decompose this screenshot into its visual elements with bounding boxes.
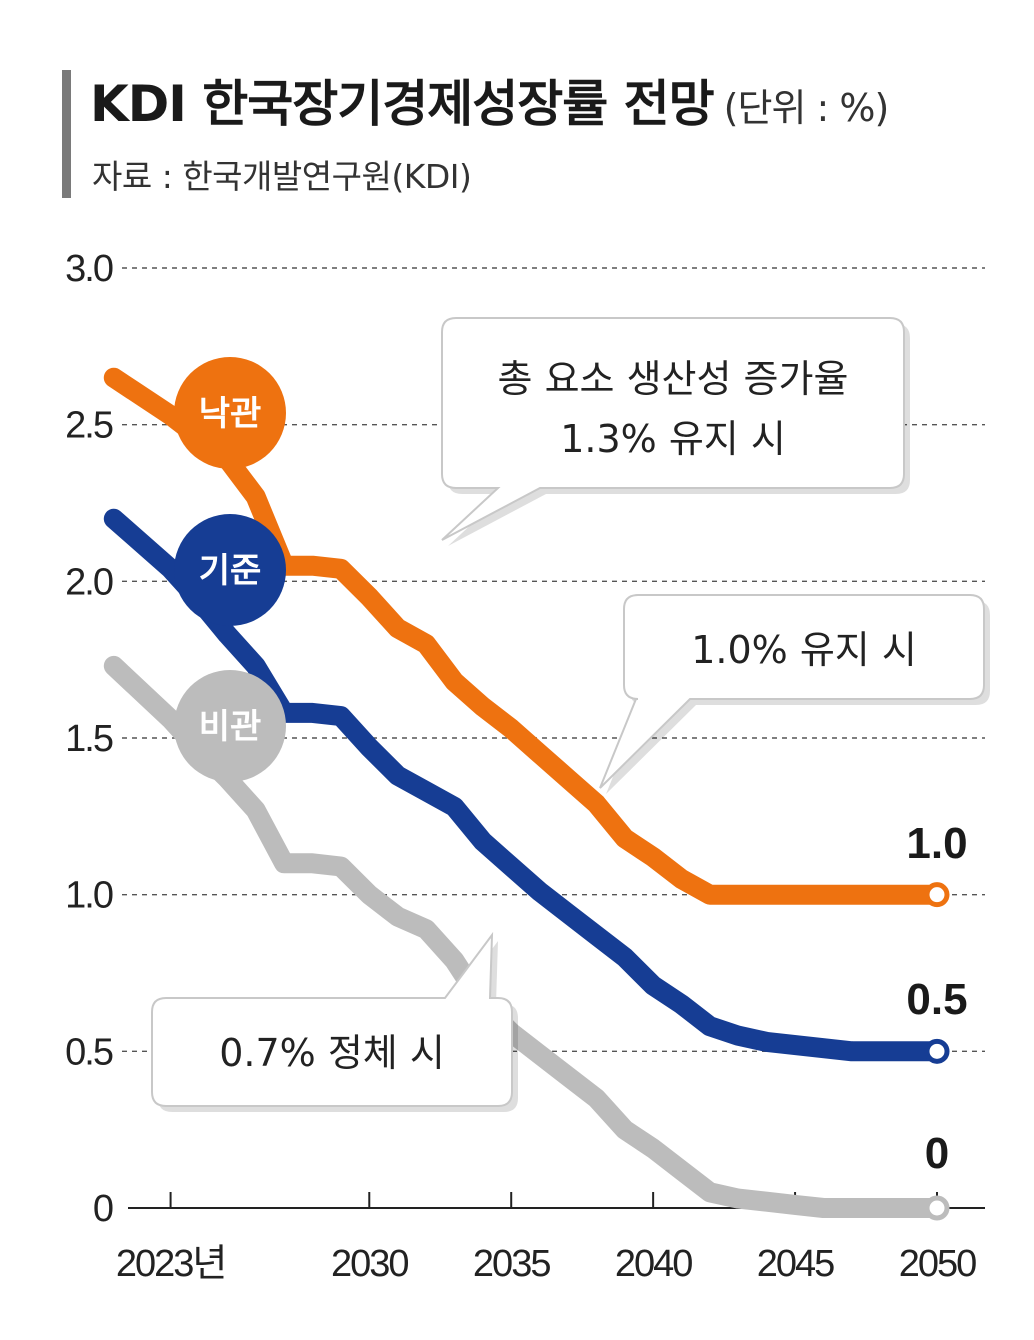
callout-비관: 0.7% 정체 시 bbox=[151, 931, 518, 1112]
y-tick-label: 3.0 bbox=[65, 248, 113, 290]
callout-box bbox=[151, 931, 513, 1107]
x-tick-label: 2050 bbox=[899, 1243, 976, 1285]
end-point-기준 bbox=[924, 1038, 950, 1064]
x-tick-label: 2045 bbox=[757, 1243, 834, 1285]
badge-label: 낙관 bbox=[199, 394, 262, 434]
badge-circle bbox=[174, 514, 286, 626]
title-accent-bar bbox=[62, 70, 71, 198]
x-tick-label: 2040 bbox=[615, 1243, 692, 1285]
badge-비관: 비관 bbox=[174, 670, 286, 782]
callout-낙관: 총 요소 생산성 증가율 1.3% 유지 시 bbox=[441, 317, 910, 546]
y-axis-ticks: 0 0.5 1.0 1.5 2.0 2.5 3.0 bbox=[65, 248, 115, 1230]
y-tick-label: 2.5 bbox=[65, 405, 113, 447]
y-tick-label: 1.5 bbox=[65, 718, 113, 760]
source-label: 자료 : 한국개발연구원(KDI) bbox=[92, 157, 472, 196]
x-tick-label: 2030 bbox=[331, 1243, 408, 1285]
end-points: 1.0 0.5 0 bbox=[906, 819, 968, 1221]
badge-label: 기준 bbox=[199, 551, 262, 591]
callout-text: 총 요소 생산성 증가율 bbox=[498, 357, 849, 401]
x-axis: 2023년 2030 2035 2040 2045 2050 bbox=[116, 1192, 985, 1285]
chart-title: KDI 한국장기경제성장률 전망 (단위 : %) bbox=[90, 64, 890, 136]
callout-text: 0.7% 정체 시 bbox=[219, 1031, 445, 1075]
badge-circle bbox=[174, 670, 286, 782]
callout-text: 1.0% 유지 시 bbox=[691, 628, 917, 672]
x-tick-label: 2035 bbox=[473, 1243, 550, 1285]
y-tick-label: 0 bbox=[93, 1188, 113, 1230]
y-tick-label: 2.0 bbox=[65, 561, 113, 603]
end-point-비관 bbox=[924, 1195, 950, 1221]
callout-box bbox=[599, 594, 985, 789]
callout-box bbox=[441, 317, 905, 541]
badge-label: 비관 bbox=[199, 707, 262, 747]
callouts: 총 요소 생산성 증가율 1.3% 유지 시 1.0% 유지 시 0.7% 정체 시 bbox=[151, 317, 990, 1112]
callout-text: 1.3% 유지 시 bbox=[560, 417, 786, 461]
badge-기준: 기준 bbox=[174, 514, 286, 626]
end-label-기준: 0.5 bbox=[906, 975, 967, 1024]
badge-circle bbox=[174, 357, 286, 469]
title-text: KDI 한국장기경제성장률 전망 bbox=[90, 75, 715, 133]
unit-label: (단위 : %) bbox=[723, 86, 890, 130]
y-tick-label: 1.0 bbox=[65, 875, 113, 917]
x-tick-label: 2023년 bbox=[116, 1243, 226, 1285]
end-label-비관: 0 bbox=[925, 1129, 949, 1178]
series-line-비관 bbox=[103, 655, 947, 1218]
y-tick-label: 0.5 bbox=[65, 1031, 113, 1073]
callout-기준: 1.0% 유지 시 bbox=[599, 594, 990, 794]
badge-낙관: 낙관 bbox=[174, 357, 286, 469]
end-label-낙관: 1.0 bbox=[906, 819, 967, 868]
end-point-낙관 bbox=[924, 882, 950, 908]
